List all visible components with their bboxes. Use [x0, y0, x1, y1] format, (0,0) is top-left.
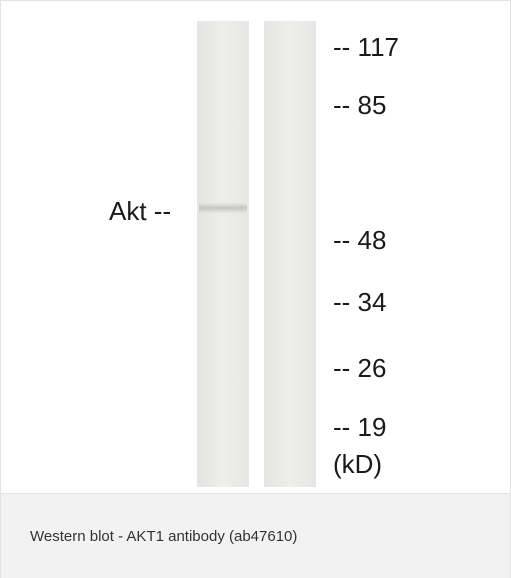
marker-label: -- 117 — [333, 32, 399, 62]
unit-label: (kD) — [333, 449, 382, 479]
marker-label: -- 48 — [333, 225, 386, 255]
marker-label: -- 85 — [333, 90, 386, 120]
lane — [264, 21, 316, 487]
figure: Akt -- -- 117 -- 85 -- 48 -- 34 -- 26 --… — [0, 0, 511, 578]
caption: Western blot - AKT1 antibody (ab47610) — [30, 528, 297, 545]
band — [199, 202, 247, 214]
band-label: Akt -- — [109, 196, 171, 226]
lane — [197, 21, 249, 487]
caption-bar: Western blot - AKT1 antibody (ab47610) — [1, 493, 510, 578]
marker-label: -- 26 — [333, 353, 386, 383]
blot-image: Akt -- -- 117 -- 85 -- 48 -- 34 -- 26 --… — [1, 1, 510, 493]
marker-label: -- 34 — [333, 287, 386, 317]
marker-label: -- 19 — [333, 412, 386, 442]
